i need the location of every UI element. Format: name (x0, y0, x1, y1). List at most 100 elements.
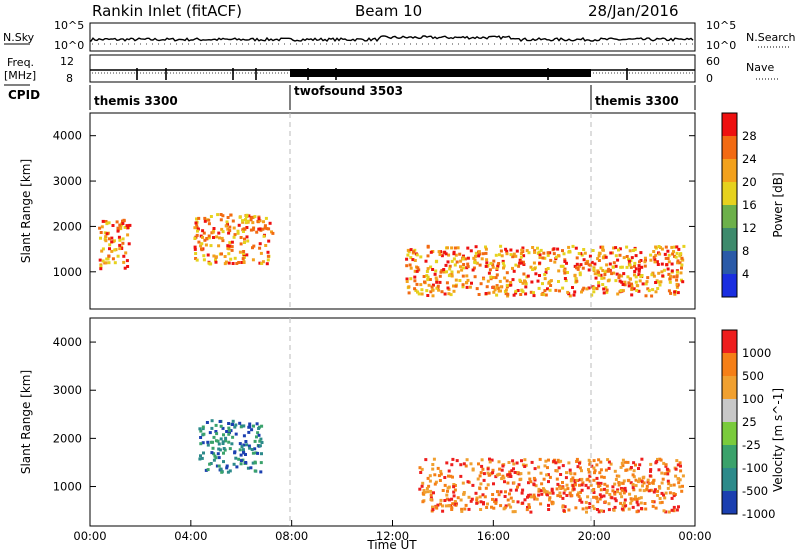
echo-cell (211, 230, 215, 234)
echo-cell (563, 271, 567, 275)
echo-cell (485, 258, 489, 262)
echo-cell (419, 471, 423, 474)
echo-cell (468, 285, 472, 289)
echo-cell (613, 492, 617, 496)
echo-cell (628, 492, 632, 496)
echo-cell (571, 286, 574, 289)
echo-cell (668, 280, 672, 284)
echo-cell (466, 246, 470, 250)
echo-cell (193, 245, 197, 249)
echo-cell (479, 471, 483, 475)
echo-cell (495, 293, 499, 297)
colorbar-tick-label: -500 (742, 484, 768, 498)
echo-cell (204, 243, 208, 247)
echo-cell (524, 285, 528, 289)
echo-cell (248, 446, 252, 450)
echo-cell (228, 469, 232, 473)
echo-cell (537, 286, 541, 290)
echo-cell (484, 245, 487, 249)
echo-cell (495, 285, 499, 289)
echo-cell (573, 273, 577, 277)
echo-cell (509, 475, 513, 478)
echo-cell (431, 283, 435, 287)
colorbar-segment (722, 251, 737, 274)
echo-cell (538, 274, 541, 277)
echo-cell (202, 451, 205, 455)
echo-cell (519, 477, 523, 481)
echo-cell (603, 487, 606, 491)
echo-cell (462, 263, 466, 266)
echo-cell (235, 465, 239, 469)
echo-cell (549, 258, 553, 262)
echo-cell (461, 481, 465, 485)
echo-cell (409, 248, 413, 252)
echo-cell (599, 488, 603, 492)
echo-cell (218, 420, 222, 423)
colorbar-segment (722, 182, 737, 205)
echo-cell (652, 478, 656, 482)
echo-cell (529, 510, 533, 514)
echo-cell (515, 471, 519, 475)
echo-cell (588, 462, 592, 466)
echo-cell (640, 265, 644, 269)
echo-cell (676, 463, 680, 467)
echo-cell (599, 266, 603, 270)
echo-cell (490, 458, 494, 462)
echo-cell (609, 462, 613, 466)
echo-cell (517, 483, 521, 487)
echo-cell (233, 233, 237, 237)
echo-cell (504, 288, 508, 292)
echo-cell (487, 291, 491, 295)
echo-cell (474, 254, 477, 258)
echo-cell (416, 266, 420, 270)
echo-cell (547, 281, 551, 285)
echo-cell (421, 491, 425, 495)
echo-cell (479, 282, 483, 286)
echo-cell (461, 285, 465, 289)
echo-cell (207, 261, 211, 265)
echo-cell (656, 457, 659, 461)
echo-cell (236, 231, 240, 235)
x-tick-label: 04:00 (174, 529, 207, 543)
echo-cell (505, 279, 509, 283)
echo-cell (227, 426, 231, 430)
echo-cell (406, 253, 410, 257)
echo-cell (621, 464, 625, 468)
echo-cell (214, 439, 218, 443)
echo-cell (454, 284, 458, 288)
echo-cell (539, 248, 543, 252)
echo-cell (681, 280, 685, 284)
echo-cell (618, 279, 622, 283)
echo-cell (623, 498, 627, 502)
echo-cell (222, 447, 226, 450)
echo-cell (635, 289, 639, 292)
echo-cell (643, 256, 647, 260)
echo-cell (638, 477, 641, 481)
echo-cell (592, 495, 596, 499)
echo-cell (249, 218, 253, 222)
echo-cell (676, 291, 680, 295)
echo-cell (485, 261, 489, 265)
echo-cell (548, 475, 552, 479)
echo-cell (467, 495, 471, 499)
echo-cell (532, 294, 536, 298)
echo-cell (563, 488, 567, 492)
echo-cell (652, 274, 656, 278)
echo-cell (426, 490, 430, 494)
echo-cell (675, 275, 679, 279)
echo-cell (462, 254, 465, 258)
echo-cell (543, 464, 547, 468)
echo-cell (242, 261, 246, 264)
echo-cell (537, 489, 541, 493)
noise-tick-high-right: 10^5 (706, 19, 736, 32)
echo-cell (592, 267, 596, 271)
echo-cell (501, 464, 505, 468)
echo-cell (654, 506, 658, 510)
echo-cell (631, 483, 635, 486)
echo-cell (242, 443, 246, 447)
echo-cell (629, 265, 633, 269)
echo-cell (118, 243, 122, 247)
y-tick-label: 1000 (53, 480, 82, 494)
echo-cell (214, 456, 218, 460)
echo-cell (207, 236, 211, 240)
